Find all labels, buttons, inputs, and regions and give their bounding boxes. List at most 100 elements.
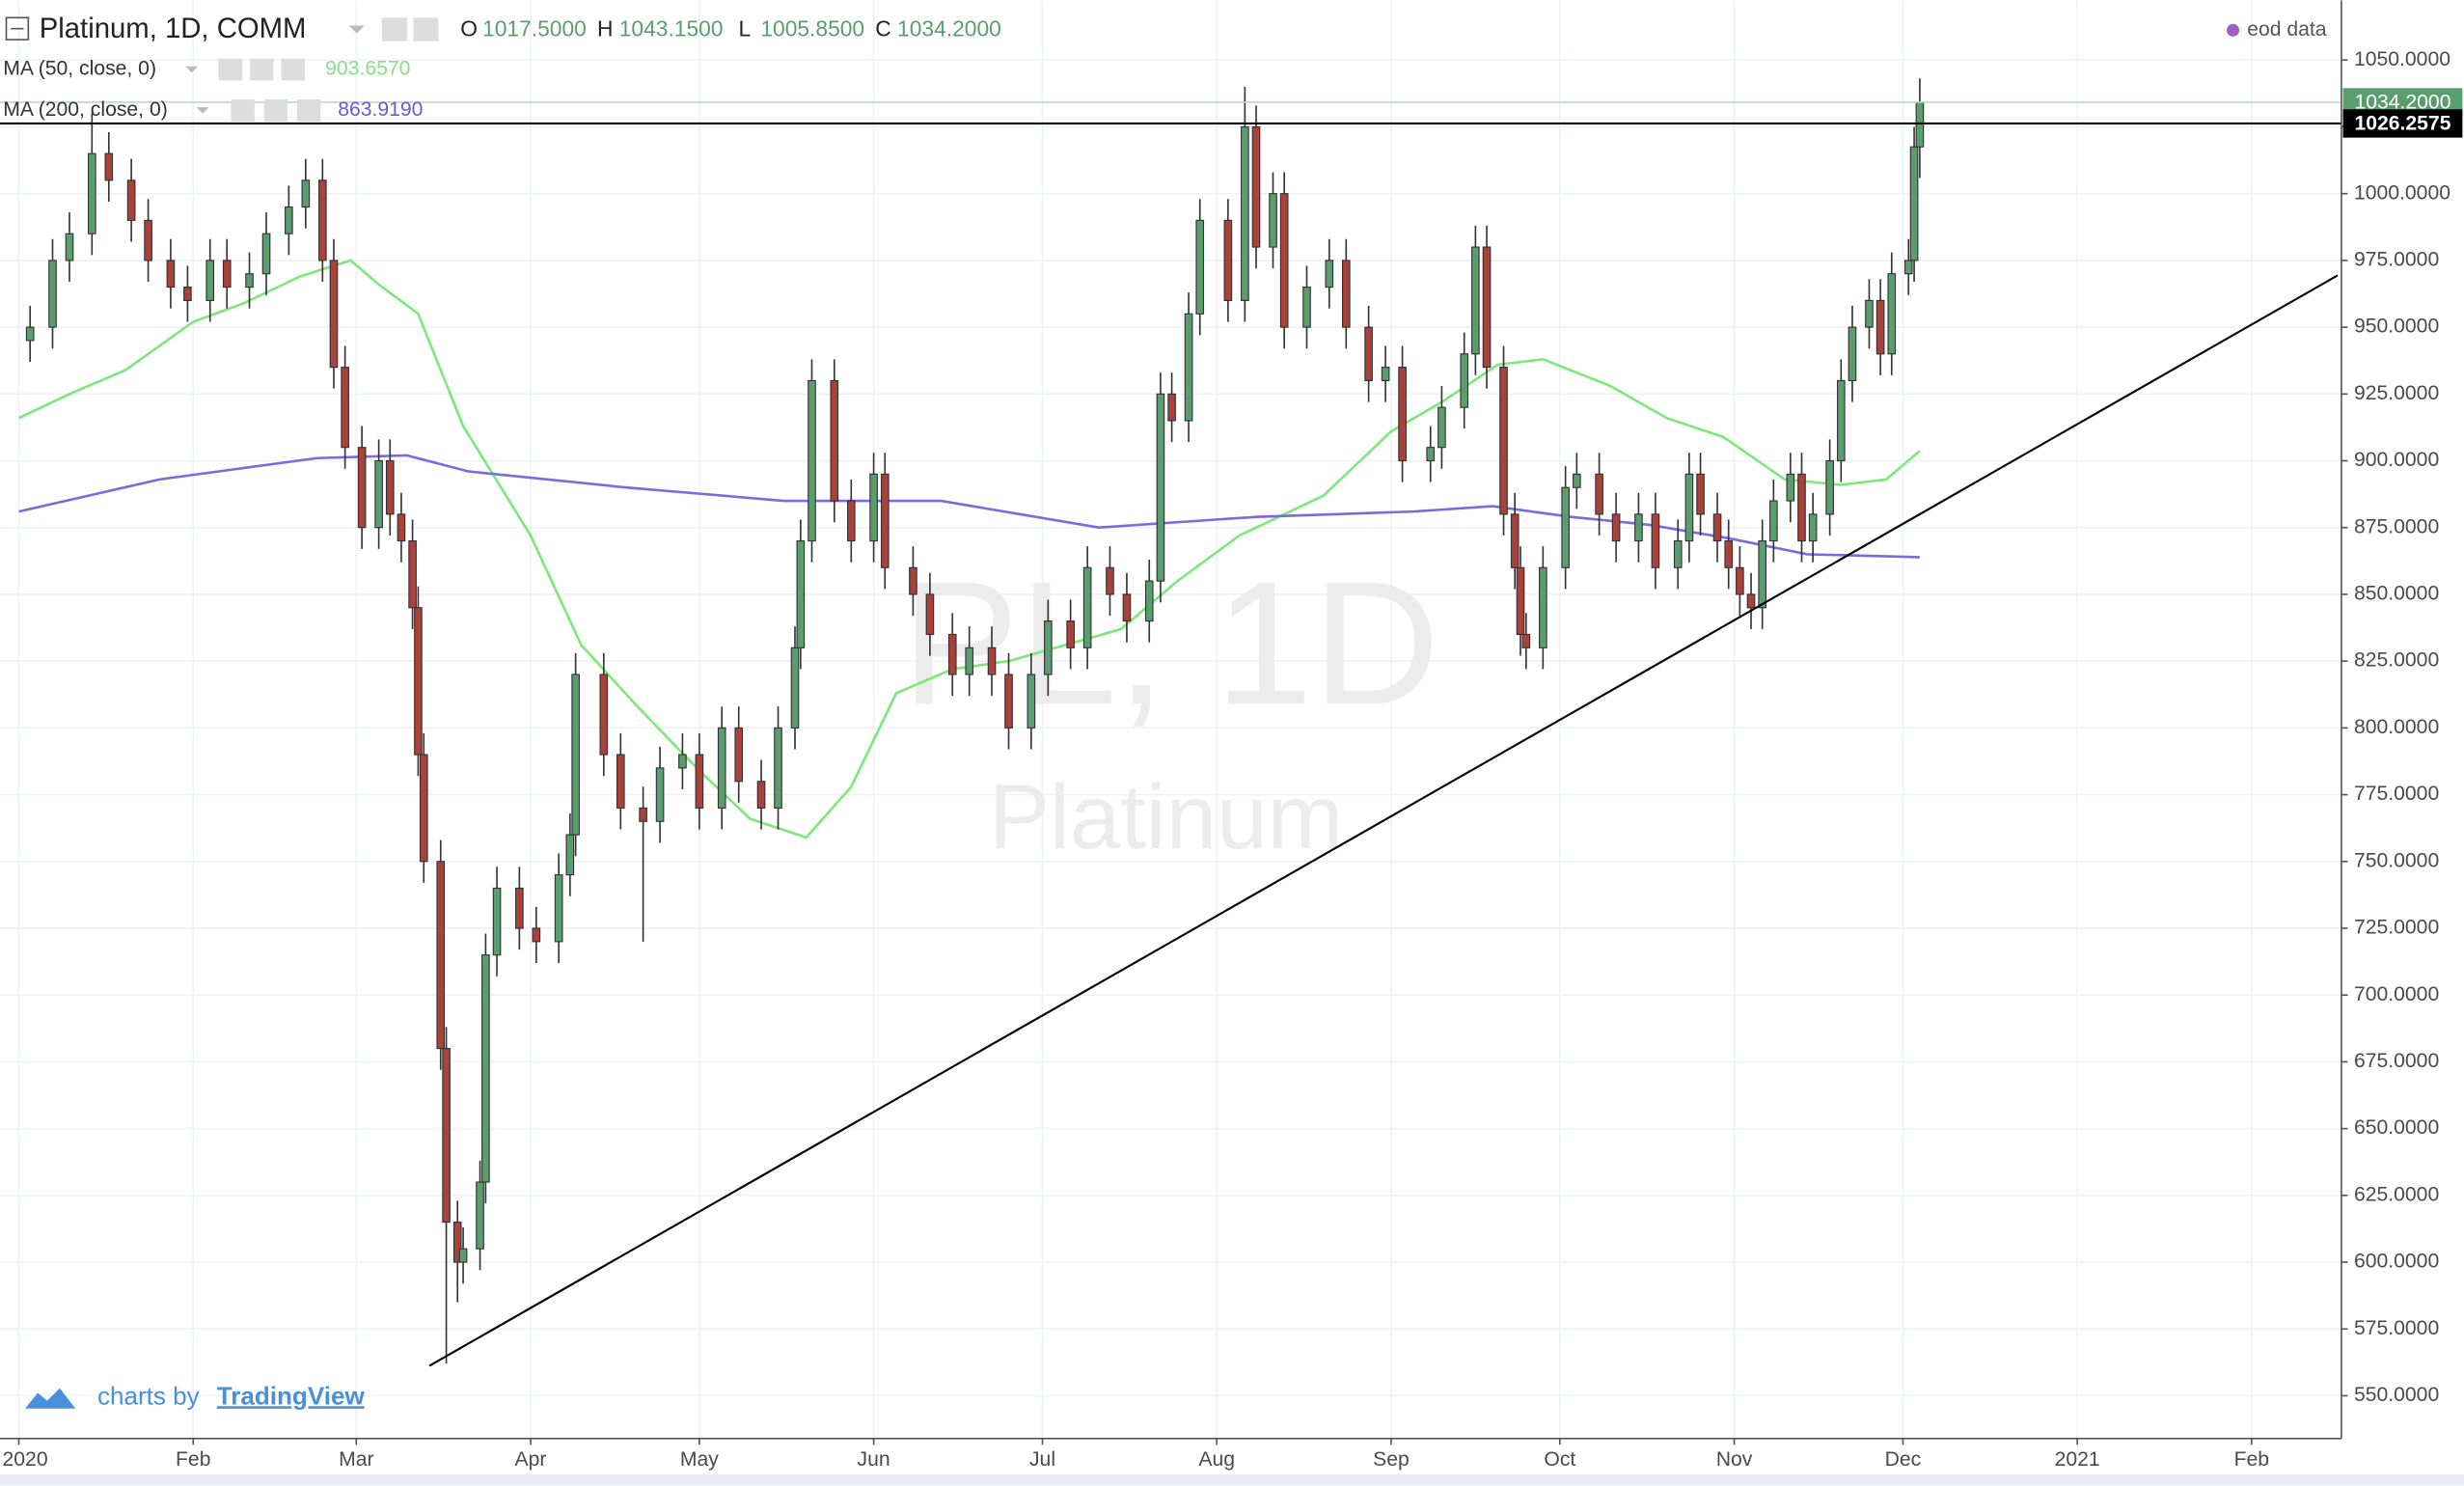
candle-body: [1712, 513, 1722, 542]
y-tick-label: 800.0000: [2354, 716, 2439, 738]
candle-body: [774, 727, 782, 809]
candle-body: [1279, 193, 1289, 328]
candle-body: [565, 834, 575, 876]
icon-settings[interactable]: [249, 58, 274, 81]
candle-body: [1865, 299, 1874, 328]
candle-body: [830, 379, 839, 502]
candle-body: [374, 459, 383, 529]
y-tick-label: 825.0000: [2354, 649, 2439, 672]
candle-body: [25, 326, 35, 342]
legend: Platinum, 1D, COMM MA (50, close, 0) 903…: [3, 13, 2327, 1410]
ohlc-value: 1017.5000: [482, 15, 587, 41]
dropdown[interactable]: [348, 25, 365, 34]
price-tag: [2342, 109, 2463, 138]
y-tick-label: 625.0000: [2354, 1183, 2439, 1205]
bottom-bar: [0, 1474, 2464, 1486]
x-tick-label: Sep: [1373, 1448, 1410, 1471]
y-tick-label: 775.0000: [2354, 783, 2439, 805]
candle-body: [1539, 566, 1547, 648]
y-tick-label: 675.0000: [2354, 1050, 2439, 1072]
icon-settings[interactable]: [413, 17, 439, 41]
candle-body: [1044, 620, 1053, 675]
candle-body: [1875, 299, 1885, 355]
candle-body: [1004, 674, 1013, 729]
dropdown[interactable]: [196, 107, 209, 114]
candle-body: [408, 539, 417, 609]
candle-body: [1516, 566, 1525, 636]
candle-body: [1696, 473, 1705, 515]
candle-body: [1572, 473, 1581, 488]
candle-body: [532, 927, 541, 943]
candle-body: [1724, 539, 1734, 568]
candle-body: [301, 179, 311, 208]
candle-body: [1398, 367, 1407, 462]
status-dot: [2227, 23, 2240, 37]
candle-body: [1595, 473, 1603, 515]
axes: 550.0000 575.0000 600.0000 625.0000 650.0000…: [3, 48, 2463, 1471]
candle-body: [1903, 260, 1913, 275]
x-tick-label: Aug: [1198, 1448, 1235, 1471]
icon-eye[interactable]: [381, 17, 407, 41]
candle-body: [554, 874, 563, 943]
candle-body: [1251, 125, 1261, 248]
candle-body: [1561, 486, 1570, 568]
price-tag-label: 1026.2575: [2354, 112, 2450, 134]
candle-body: [1066, 620, 1075, 648]
branding-link[interactable]: TradingView: [217, 1381, 366, 1410]
y-tick-label: 575.0000: [2354, 1317, 2439, 1339]
candle-body: [1510, 513, 1519, 568]
candle-body: [1082, 566, 1092, 648]
icon-eye[interactable]: [231, 98, 255, 122]
candle-body: [476, 1181, 484, 1250]
ma50-label: MA (50, close, 0): [3, 58, 156, 80]
ma50-value: 903.6570: [325, 58, 410, 80]
candle-body: [695, 754, 704, 809]
candle-body: [1887, 273, 1897, 355]
ma200-value: 863.9190: [338, 98, 423, 121]
candle-body: [1471, 246, 1480, 355]
collapse-button[interactable]: [5, 16, 30, 41]
x-tick-label: May: [680, 1448, 719, 1471]
y-tick-label: 700.0000: [2354, 983, 2439, 1005]
icon-close[interactable]: [296, 98, 321, 122]
candle-body: [166, 260, 176, 289]
candle-body: [1634, 513, 1643, 542]
candle-body: [357, 447, 367, 529]
candle-body: [205, 260, 215, 301]
candle-body: [1426, 447, 1436, 462]
dropdown[interactable]: [185, 66, 199, 73]
candle-body: [734, 727, 744, 783]
candle-body: [1915, 101, 1925, 148]
data-source: eod data: [2247, 18, 2327, 41]
candle-body: [515, 887, 524, 929]
icon-close[interactable]: [281, 58, 305, 81]
candle-body: [947, 633, 957, 675]
icon-eye[interactable]: [218, 58, 242, 81]
candle-body: [48, 260, 57, 328]
candle-body: [442, 1047, 451, 1224]
logo: [25, 1388, 76, 1409]
candle-body: [1673, 539, 1683, 568]
candle-body: [458, 1248, 468, 1263]
candle-body: [1341, 260, 1351, 328]
candle-body: [909, 566, 917, 595]
y-tick-label: 925.0000: [2354, 382, 2439, 404]
candle-body: [678, 754, 687, 769]
y-tick-label: 875.0000: [2354, 515, 2439, 537]
y-tick-label: 650.0000: [2354, 1116, 2439, 1139]
ma200-label: MA (200, close, 0): [3, 98, 168, 121]
candle-body: [1651, 513, 1660, 568]
ohlc-value: 1005.8500: [760, 15, 864, 41]
candle-body: [1302, 286, 1311, 328]
candle-body: [616, 754, 625, 809]
trendline: [428, 274, 2339, 1367]
candle-body: [222, 260, 232, 289]
ohlc-key: H: [597, 15, 613, 41]
candle-body: [183, 286, 192, 301]
candle-body: [796, 539, 806, 648]
icon-settings[interactable]: [263, 98, 288, 122]
candle-body: [846, 500, 856, 542]
y-tick-label: 1050.0000: [2354, 48, 2450, 70]
